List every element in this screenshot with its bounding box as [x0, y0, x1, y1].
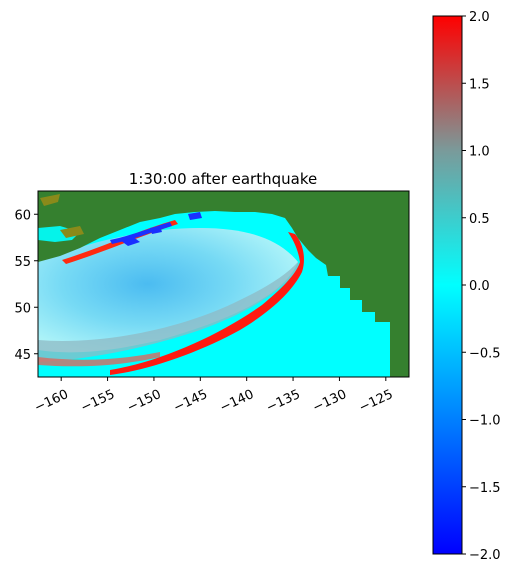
colorbar-axis: 2.0 1.5 1.0 0.5 0.0 −0.5 −1.0 −1.5 −2.0	[462, 10, 501, 563]
colorbar-tick-label: −0.5	[469, 346, 501, 361]
colorbar-tick-label: −2.0	[469, 548, 501, 563]
colorbar-tick-label: 2.0	[469, 10, 490, 25]
coastal-islands	[120, 212, 202, 246]
x-tick-label: −130	[310, 387, 349, 416]
map-x-axis: −160 −155 −150 −145 −140 −135 −130 −125	[32, 377, 396, 416]
colorbar-tick-label: 0.0	[469, 279, 490, 294]
chart-title: 1:30:00 after earthquake	[129, 170, 317, 188]
y-tick-label: 45	[14, 348, 31, 363]
colorbar-tick-label: 1.5	[469, 77, 490, 92]
colorbar-tick-label: −1.5	[469, 481, 501, 496]
map-y-axis: 45 50 55 60	[14, 208, 38, 363]
wave-field	[38, 228, 298, 353]
x-tick-label: −145	[171, 387, 210, 416]
x-tick-label: −150	[125, 387, 164, 416]
x-tick-label: −140	[218, 387, 257, 416]
y-tick-label: 50	[14, 301, 31, 316]
alaska-land	[38, 191, 409, 377]
colorbar-tick-label: 1.0	[469, 145, 490, 160]
x-tick-label: −160	[32, 387, 71, 416]
olive-coast	[40, 194, 84, 238]
colorbar-tick-label: 0.5	[469, 212, 490, 227]
colorbar	[432, 15, 463, 555]
x-tick-label: −155	[79, 387, 118, 416]
colorbar-tick-label: −1.0	[469, 414, 501, 429]
y-tick-label: 60	[14, 208, 31, 223]
y-tick-label: 55	[14, 255, 31, 270]
wave-trailing-band	[38, 262, 300, 362]
map-frame	[37, 190, 410, 378]
wave-front-fringe	[38, 352, 160, 367]
x-tick-label: −125	[357, 387, 396, 416]
wave-front	[110, 232, 304, 375]
x-tick-label: −135	[264, 387, 303, 416]
map-plot	[38, 191, 409, 377]
